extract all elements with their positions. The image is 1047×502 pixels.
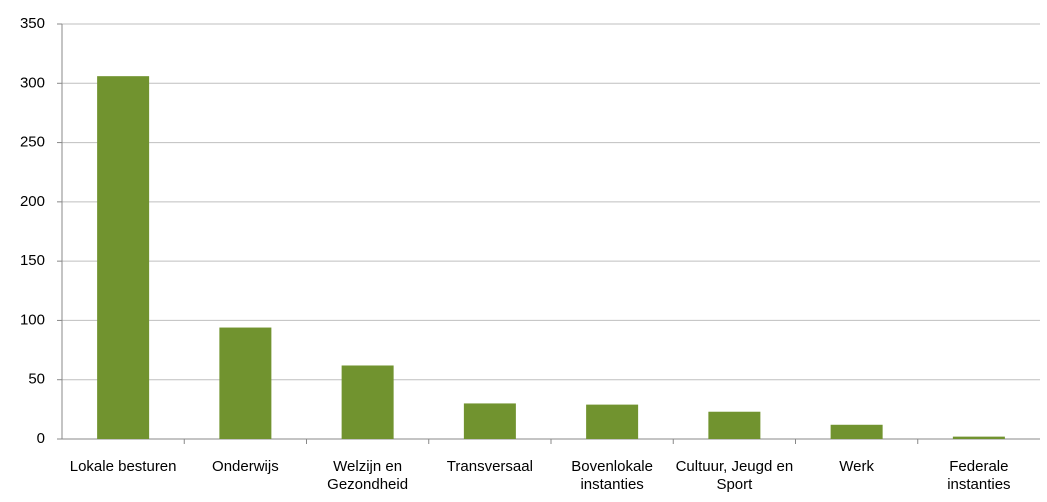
x-tick-label: Lokale besturen	[69, 458, 177, 475]
bar	[97, 76, 150, 440]
y-tick-label: 0	[37, 430, 45, 447]
bar	[219, 327, 272, 439]
x-tick-label: Werk	[839, 458, 874, 475]
y-tick-label: 150	[20, 252, 45, 269]
bar	[708, 411, 761, 439]
y-tick-label: 200	[20, 193, 45, 210]
bar	[830, 424, 883, 439]
x-tick-label: Transversaal	[446, 458, 533, 475]
x-tick-label: Welzijn en Gezondheid	[327, 458, 409, 493]
y-tick-label: 100	[20, 311, 45, 328]
x-tick-label: Cultuur, Jeugd en Sport	[675, 458, 794, 493]
bar	[586, 404, 639, 439]
x-tick-label: Onderwijs	[212, 458, 279, 475]
y-tick-label: 350	[20, 15, 45, 32]
bar	[463, 403, 516, 439]
y-tick-label: 300	[20, 74, 45, 91]
bar	[952, 436, 1005, 439]
y-tick-label: 50	[28, 371, 45, 388]
bar	[341, 365, 394, 439]
x-tick-label: Federale instanties	[947, 458, 1011, 493]
y-tick-label: 250	[20, 134, 45, 151]
x-tick-label: Bovenlokale instanties	[571, 458, 653, 493]
